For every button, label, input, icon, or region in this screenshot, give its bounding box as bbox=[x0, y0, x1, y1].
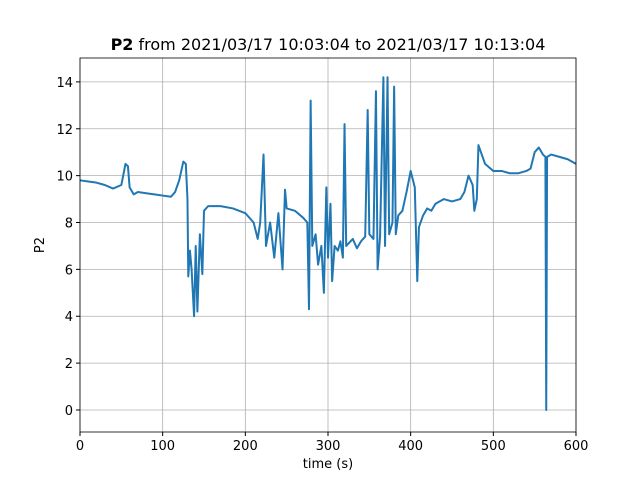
data-line bbox=[79, 76, 577, 411]
y-axis-label: P2 bbox=[33, 237, 48, 253]
x-tick-label: 0 bbox=[76, 439, 84, 454]
x-tick-label: 500 bbox=[481, 439, 506, 454]
y-tick-label: 0 bbox=[65, 404, 73, 419]
y-tick-label: 2 bbox=[65, 357, 73, 372]
plot-frame bbox=[79, 57, 577, 433]
y-tick-label: 10 bbox=[56, 170, 73, 185]
chart-title: P2 from 2021/03/17 10:03:04 to 2021/03/1… bbox=[111, 35, 546, 54]
x-tick-label: 300 bbox=[316, 439, 341, 454]
title-bold: P2 bbox=[111, 35, 134, 54]
y-tick-label: 12 bbox=[56, 123, 73, 138]
x-tick-label: 100 bbox=[150, 439, 175, 454]
y-tick-label: 14 bbox=[56, 76, 73, 91]
y-tick-label: 4 bbox=[65, 310, 73, 325]
x-tick-label: 600 bbox=[564, 439, 589, 454]
title-text: from 2021/03/17 10:03:04 to 2021/03/17 1… bbox=[139, 35, 546, 54]
x-tick-label: 400 bbox=[398, 439, 423, 454]
y-tick-label: 8 bbox=[65, 217, 73, 232]
x-axis-label: time (s) bbox=[303, 457, 353, 472]
x-tick-label: 200 bbox=[233, 439, 258, 454]
y-tick-label: 6 bbox=[65, 263, 73, 278]
